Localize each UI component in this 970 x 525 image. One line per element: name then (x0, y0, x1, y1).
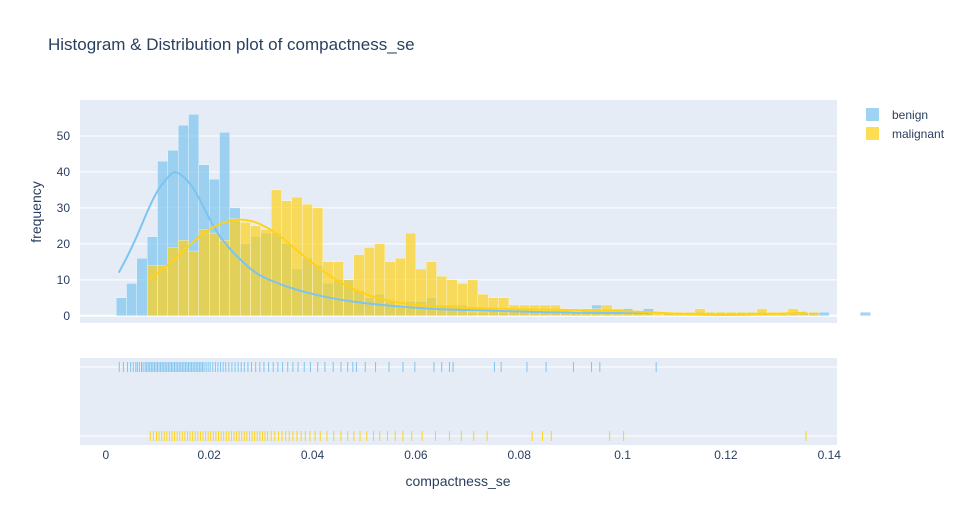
bar-malignant (271, 189, 282, 316)
bar-benign (126, 283, 137, 316)
y-tick-label: 50 (57, 129, 71, 143)
legend-swatch-benign[interactable] (866, 108, 879, 121)
bar-malignant (219, 240, 230, 316)
x-tick-label: 0 (102, 448, 109, 462)
chart-title: Histogram & Distribution plot of compact… (48, 35, 415, 54)
bar-malignant (312, 207, 324, 316)
legend-label-benign[interactable]: benign (892, 108, 928, 122)
x-tick-label: 0.04 (301, 448, 325, 462)
bar-malignant (808, 312, 820, 316)
bar-malignant (281, 200, 293, 316)
legend-label-malignant[interactable]: malignant (892, 127, 945, 141)
bar-benign (136, 258, 148, 316)
y-tick-label: 0 (63, 309, 70, 323)
x-tick-label: 0.02 (198, 448, 222, 462)
y-tick-label: 30 (57, 201, 71, 215)
y-tick-labels: 0 10 20 30 40 50 (57, 129, 71, 323)
kde-line-benign (117, 171, 649, 314)
bar-malignant (240, 222, 251, 316)
bar-malignant (209, 232, 220, 316)
bar-benign (116, 297, 127, 316)
x-tick-label: 0.08 (508, 448, 532, 462)
y-axis-title: frequency (28, 181, 44, 242)
bar-malignant (353, 254, 365, 316)
x-axis-title: compactness_se (405, 473, 510, 489)
y-tick-label: 10 (57, 273, 71, 287)
bar-benign (860, 312, 871, 316)
bar-malignant (477, 294, 489, 316)
bar-malignant (333, 261, 344, 316)
x-tick-label: 0.14 (818, 448, 842, 462)
bar-malignant (291, 196, 303, 316)
x-tick-label: 0.06 (404, 448, 428, 462)
y-tick-label: 40 (57, 165, 71, 179)
bar-malignant (188, 250, 199, 316)
y-tick-label: 20 (57, 237, 71, 251)
kde-curves (117, 171, 807, 316)
legend-swatch-malignant[interactable] (866, 127, 879, 140)
bar-malignant (322, 261, 334, 316)
kde-line-malignant (149, 218, 807, 316)
rug-marks (118, 362, 807, 441)
bar-malignant (260, 229, 272, 316)
bar-malignant (488, 297, 499, 316)
bar-malignant (157, 265, 168, 316)
rug-plot-background (80, 358, 837, 445)
x-tick-label: 0.1 (614, 448, 631, 462)
legend: benign malignant (866, 108, 945, 141)
bar-malignant (384, 261, 396, 316)
x-tick-labels: 0 0.02 0.04 0.06 0.08 0.1 0.12 0.14 (102, 448, 841, 462)
bar-malignant (364, 247, 375, 316)
bar-benign (818, 312, 830, 316)
bar-malignant (498, 297, 510, 316)
bar-malignant (198, 229, 210, 316)
bar-malignant (229, 218, 241, 316)
x-tick-label: 0.12 (714, 448, 738, 462)
